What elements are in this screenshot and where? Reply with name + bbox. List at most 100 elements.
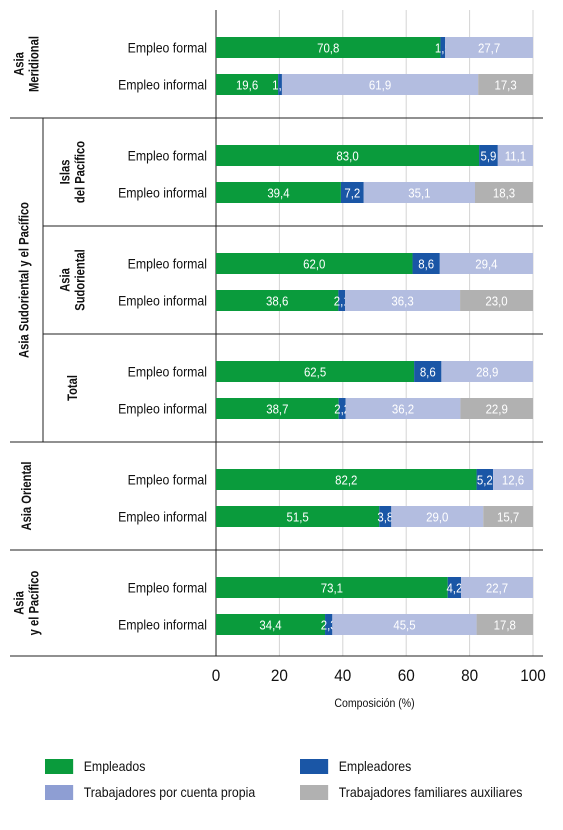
- bar-segment-empleadores: [440, 37, 446, 58]
- data-label: 39,4: [267, 186, 289, 201]
- data-label: 29,0: [426, 510, 448, 525]
- data-label: 36,3: [391, 294, 413, 309]
- bar-segment-trabajadores-por-cuenta-propia: [345, 398, 461, 419]
- bar-segment-empleados: [216, 290, 339, 311]
- legend-label-empleadores: Empleadores: [338, 758, 412, 774]
- data-label: 34,4: [259, 618, 281, 633]
- legend-label-empleados: Empleados: [83, 758, 146, 774]
- legend-label-familiares: Trabajadores familiares auxiliares: [338, 784, 523, 800]
- bar-segment-empleadores: [338, 290, 346, 311]
- row-label-empleo-formal: Empleo formal: [128, 472, 207, 488]
- bar-segment-empleados: [216, 577, 448, 598]
- bar-segment-empleadores: [479, 145, 498, 166]
- bar-segment-trabajadores-familiares-auxiliares: [483, 506, 533, 527]
- data-label: 18,3: [493, 186, 515, 201]
- data-label: 8,6: [420, 365, 436, 380]
- row-label-empleo-formal: Empleo formal: [128, 580, 207, 596]
- data-label: 73,1: [321, 581, 343, 596]
- data-label: 23,0: [485, 294, 507, 309]
- row-label-empleo-informal: Empleo informal: [118, 617, 207, 633]
- bar-segment-empleados: [216, 361, 415, 382]
- bar-segment-trabajadores-familiares-auxiliares: [460, 290, 533, 311]
- bar-segment-empleadores: [447, 577, 462, 598]
- bar-segment-empleados: [216, 74, 279, 95]
- legend-item-cuenta-propia: Trabajadores por cuenta propia: [45, 784, 255, 800]
- data-label: 22,7: [486, 581, 508, 596]
- data-label: 27,7: [478, 41, 500, 56]
- data-label: 17,8: [494, 618, 516, 633]
- legend-swatch-empleados: [45, 758, 74, 774]
- bar-segment-trabajadores-familiares-auxiliares: [474, 182, 533, 203]
- bar-segment-trabajadores-por-cuenta-propia: [332, 614, 477, 635]
- row-label-empleo-informal: Empleo informal: [118, 77, 207, 93]
- row-label-empleo-informal: Empleo informal: [118, 185, 207, 201]
- row-label-empleo-informal: Empleo informal: [118, 509, 207, 525]
- data-label: 5,9: [481, 149, 497, 164]
- data-label: 82,2: [335, 473, 357, 488]
- row-label-empleo-informal: Empleo informal: [118, 293, 207, 309]
- data-label: 51,5: [287, 510, 309, 525]
- data-label: 22,9: [486, 402, 508, 417]
- data-label: 35,1: [408, 186, 430, 201]
- legend-item-familiares: Trabajadores familiares auxiliares: [300, 784, 522, 800]
- bar-segment-empleadores: [412, 253, 440, 274]
- data-label: 83,0: [336, 149, 358, 164]
- data-label: 11,1: [505, 149, 527, 164]
- x-tick-label: 0: [212, 666, 221, 685]
- bar-segment-trabajadores-por-cuenta-propia: [391, 506, 484, 527]
- data-label: 17,3: [494, 78, 516, 93]
- bar-segment-trabajadores-por-cuenta-propia: [445, 37, 533, 58]
- bar-segment-empleados: [216, 145, 480, 166]
- bar-segment-empleados: [216, 469, 477, 490]
- bar-segment-empleadores: [379, 506, 392, 527]
- data-label: 8,6: [418, 257, 434, 272]
- bar-segment-empleadores: [325, 614, 333, 635]
- legend-swatch-familiares: [300, 784, 329, 800]
- bar-segment-empleados: [216, 182, 341, 203]
- x-tick-label: 80: [461, 666, 478, 685]
- data-label: 38,7: [266, 402, 288, 417]
- bar-segment-trabajadores-familiares-auxiliares: [476, 614, 533, 635]
- data-label: 28,9: [476, 365, 498, 380]
- bar-segment-empleadores: [338, 398, 346, 419]
- data-label: 15,7: [497, 510, 519, 525]
- bar-segment-empleados: [216, 398, 339, 419]
- bar-segment-trabajadores-por-cuenta-propia: [345, 290, 461, 311]
- bar-segment-trabajadores-por-cuenta-propia: [281, 74, 479, 95]
- bar-segment-trabajadores-por-cuenta-propia: [461, 577, 533, 598]
- row-label-empleo-formal: Empleo formal: [128, 148, 207, 164]
- x-tick-label: 60: [398, 666, 415, 685]
- row-label-empleo-formal: Empleo formal: [128, 256, 207, 272]
- data-label: 62,0: [303, 257, 325, 272]
- row-label-empleo-formal: Empleo formal: [128, 364, 207, 380]
- group-label-asia-sudoriental: AsiaSudoriental: [57, 249, 87, 311]
- x-tick-label: 40: [334, 666, 351, 685]
- legend-swatch-cuenta-propia: [45, 784, 74, 800]
- data-label: 62,5: [304, 365, 326, 380]
- bar-segment-empleados: [216, 614, 326, 635]
- legend-item-empleados: Empleados: [45, 758, 145, 774]
- bar-segment-empleadores: [340, 182, 364, 203]
- data-label: 12,6: [502, 473, 524, 488]
- bar-segment-empleadores: [414, 361, 442, 382]
- bar-segment-trabajadores-por-cuenta-propia: [497, 145, 533, 166]
- bar-segment-trabajadores-familiares-auxiliares: [460, 398, 533, 419]
- row-label-empleo-informal: Empleo informal: [118, 401, 207, 417]
- data-label: 70,8: [317, 41, 339, 56]
- group-label-total: Total: [65, 375, 80, 401]
- bar-segment-empleadores: [476, 469, 494, 490]
- row-label-empleo-formal: Empleo formal: [128, 40, 207, 56]
- data-label: 4,2: [446, 581, 462, 596]
- x-tick-label: 100: [520, 666, 546, 685]
- data-label: 19,6: [236, 78, 258, 93]
- data-label: 61,9: [369, 78, 391, 93]
- group-label-asia-pacifico: Asiay el Pacífico: [11, 570, 41, 635]
- group-label-asia-meridional: AsiaMeridional: [11, 36, 41, 92]
- data-label: 5,2: [477, 473, 493, 488]
- bar-segment-empleados: [216, 253, 413, 274]
- bar-segment-empleadores: [278, 74, 282, 95]
- bar-segment-trabajadores-por-cuenta-propia: [441, 361, 533, 382]
- outer-group-label: Asia Sudoriental y el Pacífico: [16, 202, 31, 358]
- data-label: 36,2: [392, 402, 414, 417]
